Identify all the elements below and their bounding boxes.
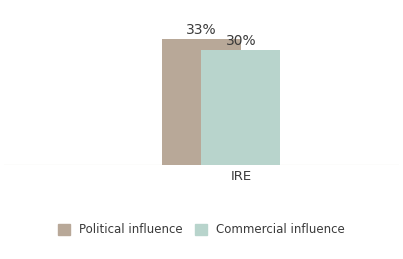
Legend: Political influence, Commercial influence: Political influence, Commercial influenc… <box>58 223 345 236</box>
Bar <box>162 39 241 165</box>
Text: 33%: 33% <box>186 23 217 37</box>
Text: 30%: 30% <box>226 34 256 48</box>
Bar <box>202 50 280 165</box>
